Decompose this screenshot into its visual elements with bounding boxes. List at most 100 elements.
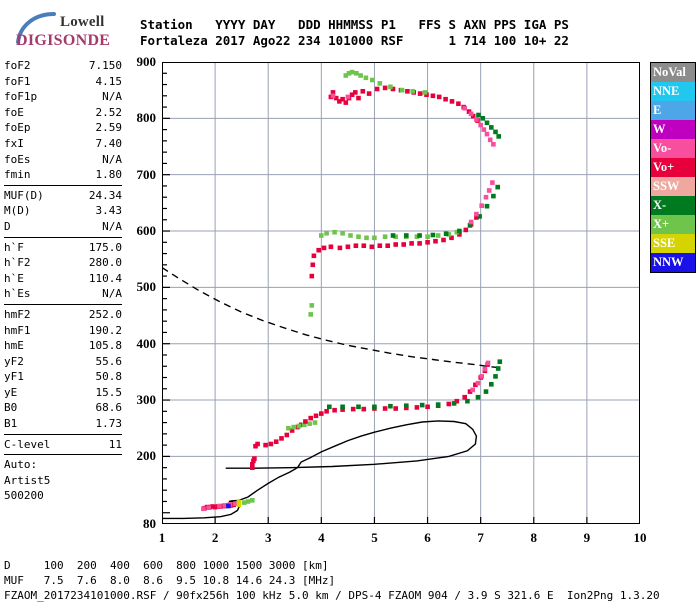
param-key: hmF2 xyxy=(4,307,31,321)
y-axis-tick-label: 800 xyxy=(136,110,157,126)
param-key: yF2 xyxy=(4,354,24,368)
param-group-muf: MUF(D) 24.34 M(D) 3.43 D N/A xyxy=(4,188,122,235)
param-row: foF1 4.15 xyxy=(4,74,122,90)
param-value: 24.34 xyxy=(88,188,122,202)
param-row: yF1 50.8 xyxy=(4,369,122,385)
legend-item-nne[interactable]: NNE xyxy=(651,82,695,101)
param-value: 280.0 xyxy=(88,256,122,270)
legend-item-e[interactable]: E xyxy=(651,101,695,120)
series-f2-cusp-vo-pink- xyxy=(470,360,491,393)
legend-item-nnw[interactable]: NNW xyxy=(651,253,695,272)
auto-label: Auto: xyxy=(4,458,38,472)
param-key: foEp xyxy=(4,121,31,135)
ionogram-plot[interactable]: 200 300 400 500 600 700 800 900 80 1 2 3 4 5 6 7 8 9 10 xyxy=(137,54,647,545)
series-f2-2-hop-vo-pink- xyxy=(330,93,496,147)
param-value: N/A xyxy=(102,90,122,104)
series-f2-1-hop-x-trace xyxy=(308,229,460,317)
x-axis-tick-label: 7 xyxy=(477,530,484,545)
footer-muf-row: MUF 7.5 7.6 8.0 8.6 9.5 10.8 14.6 24.3 [… xyxy=(4,574,336,587)
param-value: 1.73 xyxy=(95,417,123,431)
lowell-digisonde-logo: Lowell DIGISONDE xyxy=(8,8,128,52)
param-value: 7.150 xyxy=(88,59,122,72)
x-axis-tick-label: 3 xyxy=(264,530,272,545)
param-row: C-level 11 xyxy=(4,437,122,453)
table-divider xyxy=(4,184,122,186)
x-axis-tick-label: 9 xyxy=(583,530,591,545)
autoscaling-info: Auto: Artist5 500200 xyxy=(4,457,122,504)
param-value: N/A xyxy=(102,219,122,233)
param-key: h`E xyxy=(4,271,24,285)
param-key: h`F2 xyxy=(4,256,31,270)
param-key: B0 xyxy=(4,401,18,415)
param-value: 110.4 xyxy=(88,271,122,285)
param-key: h`Es xyxy=(4,287,31,301)
param-key: hmE xyxy=(4,339,24,353)
param-key: D xyxy=(4,219,11,233)
param-row: foEs N/A xyxy=(4,152,122,168)
legend-item-vo-[interactable]: Vo+ xyxy=(651,158,695,177)
param-value: 175.0 xyxy=(88,240,122,254)
param-key: foEs xyxy=(4,152,31,166)
param-value: 252.0 xyxy=(88,307,122,321)
param-value: 50.8 xyxy=(95,370,123,384)
y-axis-tick-label: 700 xyxy=(136,166,157,182)
param-key: foE xyxy=(4,105,24,119)
param-row: foF2 7.150 xyxy=(4,58,122,74)
param-row: B1 1.73 xyxy=(4,416,122,432)
y-axis-tick-label: 80 xyxy=(143,516,156,531)
series-f2-1-hop-cusp-dark-x xyxy=(390,184,500,238)
plot-frame xyxy=(162,62,640,524)
series-e-layer-sse-yellow- xyxy=(236,499,242,508)
legend-item-noval[interactable]: NoVal xyxy=(651,63,695,82)
param-value: 11 xyxy=(108,437,122,451)
param-value: 68.6 xyxy=(95,401,123,415)
legend-item-x-[interactable]: X+ xyxy=(651,215,695,234)
y-axis-tick-label: 400 xyxy=(136,335,157,351)
polarization-legend[interactable]: NoVal NNE E W Vo- Vo+ SSW X- X+ SSE NNW xyxy=(650,62,696,273)
station-value-row: Fortaleza 2017 Ago22 234 101000 RSF 1 71… xyxy=(140,33,569,48)
y-axis-tick-label: 300 xyxy=(136,392,157,408)
x-axis-tick-label: 8 xyxy=(530,530,538,545)
station-header: Station YYYY DAY DDD HHMMSS P1 FFS S AXN… xyxy=(140,17,569,49)
param-row: hmF1 190.2 xyxy=(4,323,122,339)
legend-item-vo-[interactable]: Vo- xyxy=(651,139,695,158)
param-row: B0 68.6 xyxy=(4,400,122,416)
legend-item-sse[interactable]: SSE xyxy=(651,234,695,253)
table-divider xyxy=(4,454,122,456)
param-row: hmF2 252.0 xyxy=(4,307,122,323)
param-row: D N/A xyxy=(4,219,122,235)
series-f2-2-hop-x-trace xyxy=(343,69,428,95)
param-key: B1 xyxy=(4,417,18,431)
y-axis-tick-label: 200 xyxy=(136,448,157,464)
param-value: 2.52 xyxy=(95,105,123,119)
param-row: foE 2.52 xyxy=(4,105,122,121)
param-value: 4.15 xyxy=(95,74,123,88)
auto-software: Artist5 xyxy=(4,473,51,487)
param-group-profile: hmF2 252.0 hmF1 190.2 hmE 105.8 yF2 55.6 yF1… xyxy=(4,307,122,432)
auto-version: 500200 xyxy=(4,489,44,503)
param-key: hmF1 xyxy=(4,323,31,337)
series-f2-2-hop-dark-x-cusp xyxy=(476,112,501,139)
param-key: yF1 xyxy=(4,370,24,384)
param-row: fmin 1.80 xyxy=(4,167,122,183)
param-row: h`Es N/A xyxy=(4,286,122,302)
table-divider xyxy=(4,433,122,435)
series-f2-1-hop-cusp-pink xyxy=(468,180,495,225)
param-row: fxI 7.40 xyxy=(4,136,122,152)
legend-item-ssw[interactable]: SSW xyxy=(651,177,695,196)
legend-item-x-[interactable]: X- xyxy=(651,196,695,215)
param-key: foF1p xyxy=(4,90,38,104)
param-group-virtual-heights: h`F 175.0 h`F2 280.0 h`E 110.4 h`Es N/A xyxy=(4,240,122,302)
footer-info: D 100 200 400 600 800 1000 1500 3000 [km… xyxy=(4,558,660,603)
param-key: yE xyxy=(4,385,18,399)
param-row: MUF(D) 24.34 xyxy=(4,188,122,204)
series-e-layer-x-trace xyxy=(242,498,255,505)
x-axis-tick-label: 6 xyxy=(424,530,431,545)
ionospheric-parameters-table: foF2 7.150 foF1 4.15 foF1p N/A foE 2.52 foEp… xyxy=(4,58,122,504)
table-divider xyxy=(4,303,122,305)
param-group-frequencies: foF2 7.150 foF1 4.15 foF1p N/A foE 2.52 foEp… xyxy=(4,58,122,183)
param-value: N/A xyxy=(102,152,122,166)
x-axis-tick-label: 10 xyxy=(633,530,647,545)
legend-item-w[interactable]: W xyxy=(651,120,695,139)
y-axis-tick-label: 600 xyxy=(136,223,157,239)
